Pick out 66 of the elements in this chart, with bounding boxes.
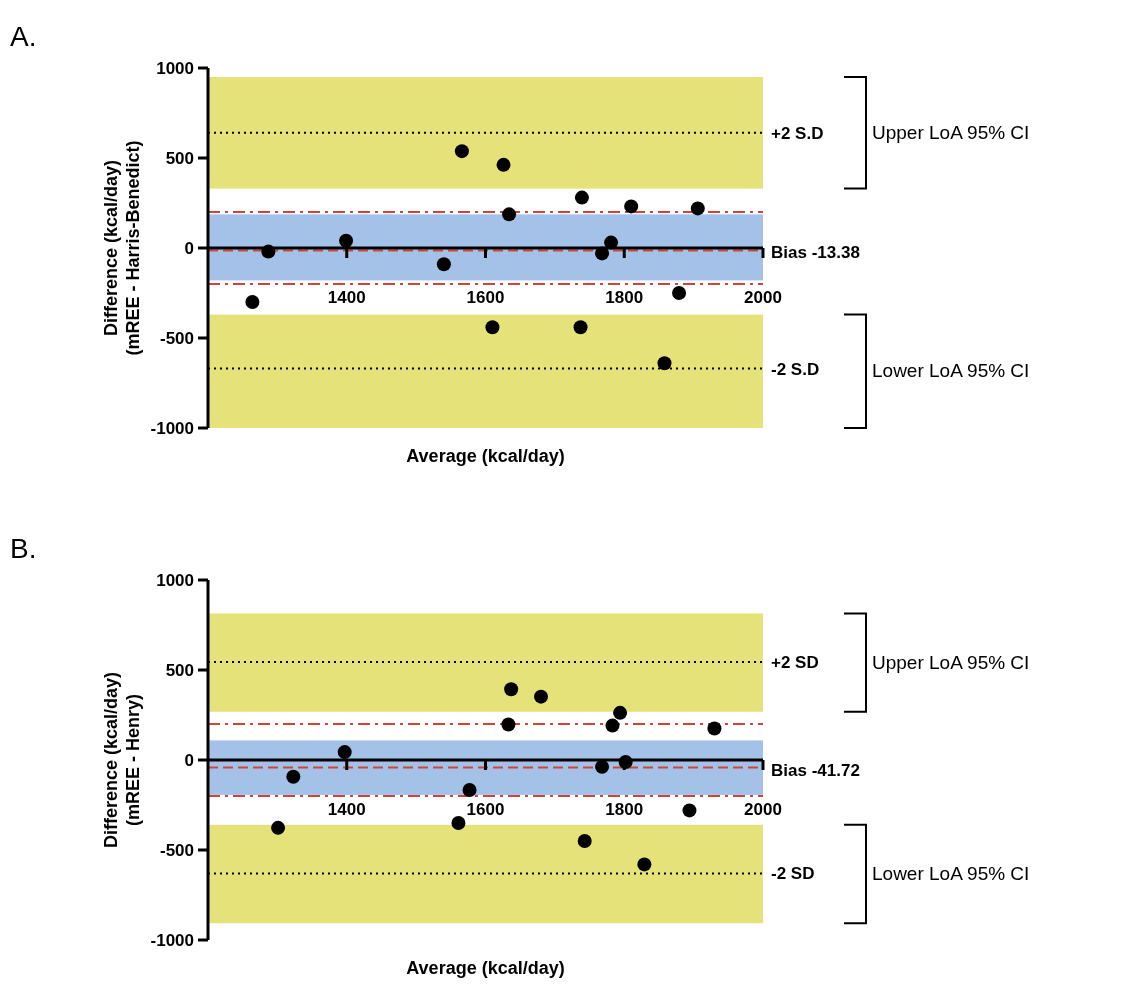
- y-axis-title: Difference (kcal/day) (mREE - Henry): [101, 671, 143, 849]
- point: [657, 356, 672, 371]
- y-tick-label: 500: [165, 661, 194, 680]
- point: [577, 834, 592, 848]
- y-tick-label: -1000: [150, 931, 194, 950]
- point: [534, 689, 548, 704]
- chart-title: A.: [10, 21, 37, 52]
- ref-line-label: Bias -41.72: [771, 760, 860, 780]
- point: [261, 244, 276, 259]
- y-tick-label: -500: [159, 841, 194, 860]
- x-axis-title: Average (kcal/day): [406, 446, 565, 466]
- point: [637, 857, 652, 872]
- point: [672, 286, 687, 300]
- y-tick-label: -500: [159, 329, 194, 348]
- y-tick-label: 500: [165, 149, 194, 168]
- point: [707, 721, 722, 736]
- x-axis-title: Average (kcal/day): [406, 958, 565, 978]
- point: [245, 295, 260, 309]
- text: Lower LoA 95% CI: [872, 863, 1030, 885]
- x-tick-label: 2000: [744, 288, 782, 307]
- y-tick-label: 0: [184, 751, 194, 770]
- point: [624, 199, 639, 214]
- ref-line-label: +2 S.D: [771, 123, 824, 143]
- point: [462, 783, 477, 798]
- y-tick-label: 1000: [156, 571, 194, 590]
- chart-title: B.: [10, 533, 37, 564]
- point: [339, 233, 354, 248]
- point: [286, 769, 301, 784]
- point: [496, 157, 511, 172]
- x-tick-label: 1400: [327, 288, 366, 307]
- y-tick-label: 0: [184, 239, 194, 258]
- point: [504, 682, 519, 697]
- text: Upper LoA 95% CI: [872, 651, 1030, 673]
- ref-line-label: +2 SD: [771, 652, 819, 672]
- point: [502, 207, 517, 222]
- point: [613, 705, 628, 720]
- y-tick-label: 1000: [156, 59, 194, 78]
- ref-line-label: -2 SD: [771, 864, 815, 884]
- ref-line-label: -2 S.D: [771, 359, 820, 379]
- point: [605, 718, 620, 733]
- point: [451, 816, 466, 830]
- point: [682, 803, 697, 818]
- text: Upper LoA 95% CI: [872, 121, 1030, 143]
- x-tick-label: 1600: [466, 800, 505, 819]
- x-tick-label: 1800: [605, 288, 644, 307]
- point: [690, 201, 705, 216]
- point: [337, 745, 352, 760]
- point: [271, 820, 286, 835]
- point: [436, 257, 451, 272]
- y-axis-title: Difference (kcal/day) (mREE - Harris-Benedict): [101, 140, 143, 356]
- point: [485, 320, 500, 335]
- x-tick-label: 2000: [744, 800, 782, 819]
- x-tick-label: 1400: [327, 800, 366, 819]
- point: [595, 759, 610, 774]
- point: [604, 235, 619, 250]
- point: [618, 754, 633, 769]
- x-tick-label: 1600: [466, 288, 505, 307]
- text: Lower LoA 95% CI: [872, 360, 1030, 382]
- point: [454, 144, 469, 159]
- x-tick-label: 1800: [605, 800, 644, 819]
- point: [573, 320, 588, 335]
- point: [501, 717, 516, 732]
- point: [595, 246, 610, 261]
- ref-line-label: Bias -13.38: [771, 243, 860, 263]
- point: [574, 190, 589, 205]
- y-tick-label: -1000: [150, 419, 194, 438]
